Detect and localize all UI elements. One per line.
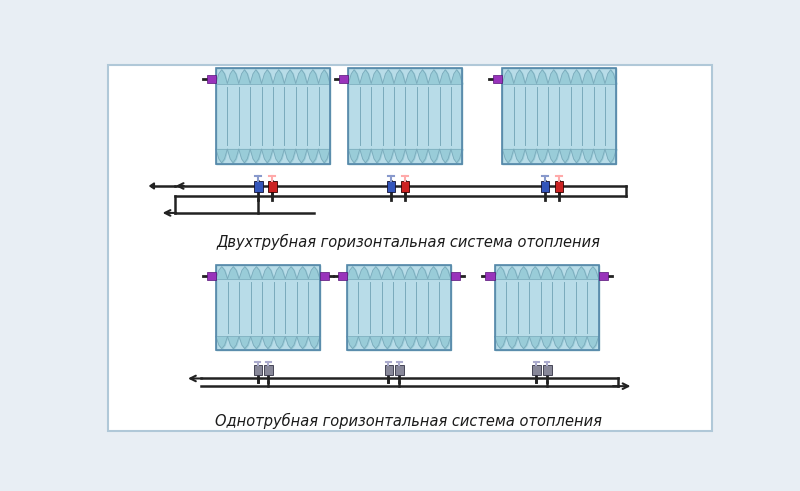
Bar (493, 75, 502, 83)
Bar (216, 68, 330, 164)
Bar (347, 265, 451, 350)
Bar (533, 365, 541, 376)
Bar (494, 265, 598, 350)
Bar (541, 181, 550, 192)
Polygon shape (150, 183, 154, 189)
Bar (494, 265, 598, 350)
Bar (349, 68, 462, 164)
Bar (502, 68, 616, 164)
Bar (268, 181, 277, 192)
Bar (339, 75, 349, 83)
Bar (385, 365, 393, 376)
Bar (349, 68, 462, 164)
Bar (206, 272, 216, 280)
Bar (387, 181, 395, 192)
Bar (486, 272, 494, 280)
Bar (320, 272, 329, 280)
Bar (395, 365, 404, 376)
Bar (598, 272, 608, 280)
Bar (216, 68, 330, 164)
Bar (347, 265, 451, 350)
Bar (338, 272, 347, 280)
Bar (216, 265, 320, 350)
Text: Однотрубная горизонтальная система отопления: Однотрубная горизонтальная система отопл… (215, 413, 602, 429)
Bar (254, 365, 262, 376)
Text: Двухтрубная горизонтальная система отопления: Двухтрубная горизонтальная система отопл… (217, 234, 600, 250)
Bar (543, 365, 552, 376)
Bar (216, 265, 320, 350)
Bar (254, 181, 263, 192)
Bar (265, 365, 273, 376)
Bar (554, 181, 563, 192)
Bar (206, 75, 216, 83)
Bar (502, 68, 616, 164)
Bar (401, 181, 410, 192)
Bar (451, 272, 460, 280)
